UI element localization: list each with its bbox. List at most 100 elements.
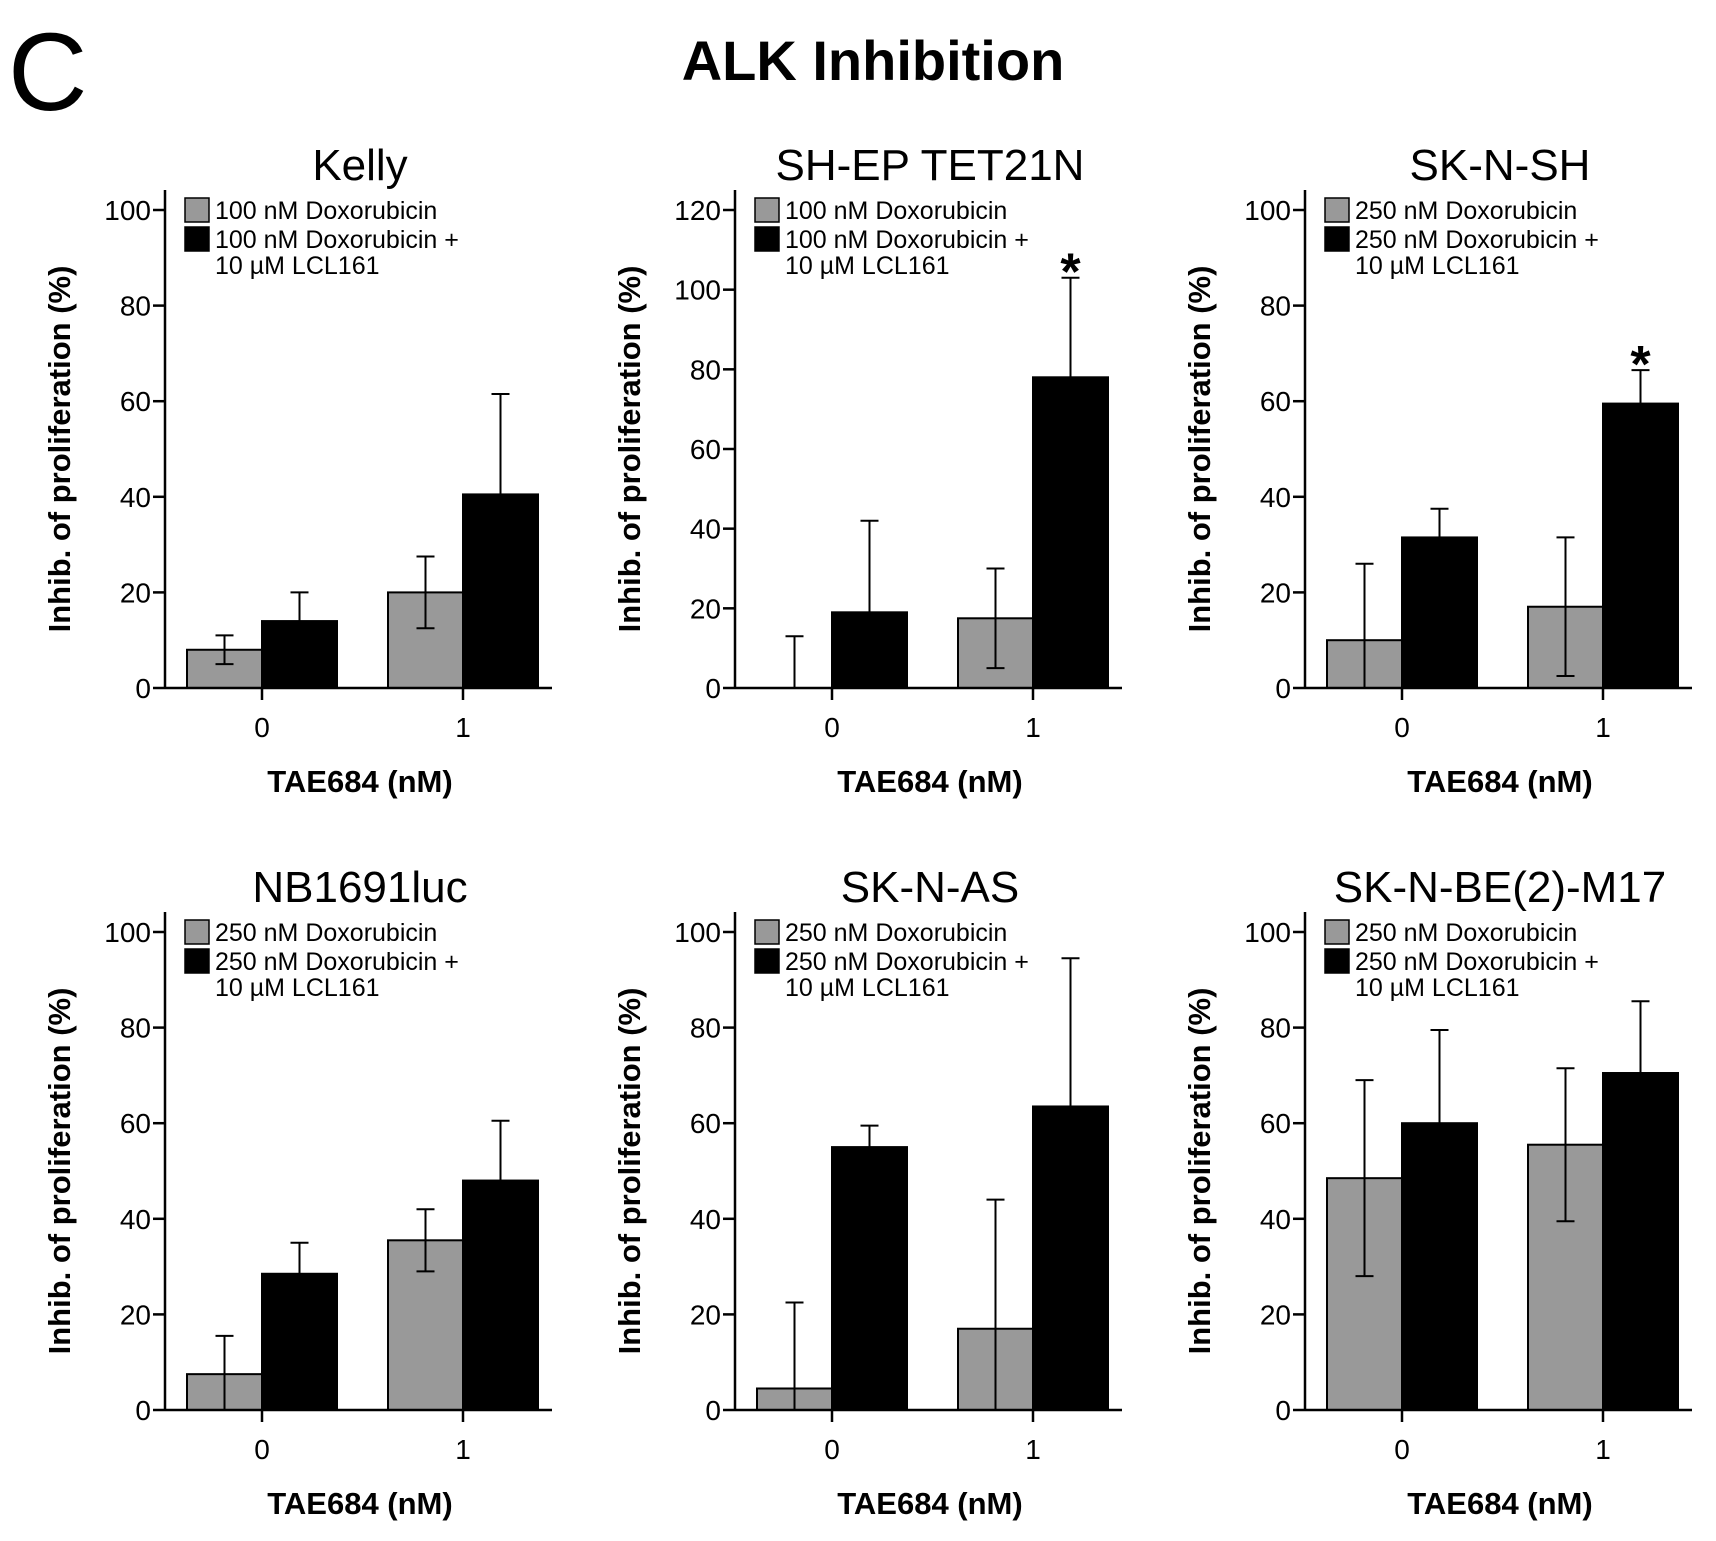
y-tick-label: 80 [120,291,151,322]
chart-title: Kelly [312,141,407,190]
legend-swatch-gray [754,919,780,945]
legend-label: 100 nM Doxorubicin + [785,226,1029,254]
x-axis-label: TAE684 (nM) [837,1486,1022,1521]
x-axis-label: TAE684 (nM) [267,1486,452,1521]
legend-label: 250 nM Doxorubicin [1355,197,1577,225]
legend-label: 250 nM Doxorubicin [1355,919,1577,947]
y-tick-label: 60 [690,1108,721,1139]
y-axis-label: Inhib. of proliferation (%) [42,988,77,1355]
x-tick-label: 0 [1394,712,1410,743]
y-axis-label: Inhib. of proliferation (%) [612,988,647,1355]
y-tick-label: 0 [1275,1395,1291,1426]
y-tick-label: 40 [1260,1204,1291,1235]
figure-title: ALK Inhibition [682,29,1065,92]
legend-swatch-gray [184,197,210,223]
bar-black-1 [1032,1105,1109,1411]
y-tick-label: 40 [690,1204,721,1235]
legend-swatch-black [754,948,780,974]
x-tick-label: 1 [455,1434,471,1465]
y-tick-label: 80 [1260,291,1291,322]
legend-swatch-gray [1324,197,1350,223]
y-axis-label: Inhib. of proliferation (%) [612,266,647,633]
significance-marker: * [1060,244,1081,302]
x-tick-label: 0 [824,712,840,743]
legend-swatch-black [754,226,780,252]
y-tick-label: 0 [705,1395,721,1426]
y-tick-label: 80 [120,1013,151,1044]
chart-panel-sk-n-as: SK-N-AS Inhib. of proliferation (%) TAE684… [612,863,1122,1521]
y-tick-label: 0 [135,673,151,704]
y-tick-label: 100 [1244,195,1291,226]
x-tick-label: 0 [1394,1434,1410,1465]
legend-swatch-gray [754,197,780,223]
y-tick-label: 100 [1244,917,1291,948]
bar-black-1 [1602,402,1679,689]
x-axis-label: TAE684 (nM) [267,764,452,799]
legend-swatch-gray [184,919,210,945]
legend-label: 10 µM LCL161 [785,252,950,280]
y-tick-label: 60 [120,386,151,417]
legend-swatch-black [184,948,210,974]
legend-label: 10 µM LCL161 [215,974,380,1002]
panel-letter: C [8,11,87,134]
y-tick-label: 60 [690,434,721,465]
chart-panel-sk-n-sh: SK-N-SH Inhib. of proliferation (%) TAE684… [1182,141,1692,799]
legend-label: 10 µM LCL161 [1355,252,1520,280]
y-tick-label: 100 [674,917,721,948]
legend-label: 100 nM Doxorubicin [215,197,437,225]
legend-swatch-gray [1324,919,1350,945]
y-axis-label: Inhib. of proliferation (%) [1182,988,1217,1355]
y-tick-label: 40 [120,482,151,513]
bar-black-0 [831,1146,908,1411]
y-tick-label: 20 [120,1299,151,1330]
legend-swatch-black [184,226,210,252]
legend-label: 10 µM LCL161 [1355,974,1520,1002]
y-tick-label: 100 [674,275,721,306]
legend-label: 10 µM LCL161 [785,974,950,1002]
significance-marker: * [1630,336,1651,394]
x-axis-label: TAE684 (nM) [1407,1486,1592,1521]
y-tick-label: 40 [120,1204,151,1235]
chart-title: SK-N-AS [841,863,1019,912]
y-tick-label: 60 [1260,386,1291,417]
chart-title: SK-N-SH [1410,141,1591,190]
x-tick-label: 1 [455,712,471,743]
legend-label: 250 nM Doxorubicin + [785,948,1029,976]
y-tick-label: 120 [674,195,721,226]
chart-panel-kelly: Kelly Inhib. of proliferation (%) TAE684 (… [42,141,552,799]
chart-title: SH-EP TET21N [776,141,1085,190]
x-tick-label: 0 [824,1434,840,1465]
y-tick-label: 40 [690,514,721,545]
legend-label: 250 nM Doxorubicin + [1355,948,1599,976]
y-tick-label: 20 [120,577,151,608]
x-axis-label: TAE684 (nM) [1407,764,1592,799]
y-tick-label: 100 [104,917,151,948]
chart-title: SK-N-BE(2)-M17 [1334,863,1667,912]
y-tick-label: 80 [1260,1013,1291,1044]
y-tick-label: 0 [135,1395,151,1426]
x-tick-label: 1 [1595,712,1611,743]
legend-label: 250 nM Doxorubicin [785,919,1007,947]
chart-panel-nb1691luc: NB1691luc Inhib. of proliferation (%) TAE6… [42,863,552,1521]
legend-label: 250 nM Doxorubicin + [1355,226,1599,254]
y-tick-label: 20 [690,1299,721,1330]
chart-title: NB1691luc [252,863,467,912]
y-tick-label: 20 [1260,1299,1291,1330]
y-tick-label: 0 [705,673,721,704]
legend-label: 250 nM Doxorubicin [215,919,437,947]
legend-label: 10 µM LCL161 [215,252,380,280]
x-tick-label: 0 [254,1434,270,1465]
y-tick-label: 60 [120,1108,151,1139]
y-tick-label: 80 [690,354,721,385]
y-axis-label: Inhib. of proliferation (%) [1182,266,1217,633]
x-tick-label: 1 [1025,712,1041,743]
charts-group: Kelly Inhib. of proliferation (%) TAE684 (… [42,141,1692,1521]
y-axis-label: Inhib. of proliferation (%) [42,266,77,633]
y-tick-label: 100 [104,195,151,226]
legend-swatch-black [1324,948,1350,974]
x-tick-label: 1 [1025,1434,1041,1465]
x-axis-label: TAE684 (nM) [837,764,1022,799]
chart-panel-sk-n-be-2-m17: SK-N-BE(2)-M17 Inhib. of proliferation (%… [1182,863,1692,1521]
y-tick-label: 60 [1260,1108,1291,1139]
